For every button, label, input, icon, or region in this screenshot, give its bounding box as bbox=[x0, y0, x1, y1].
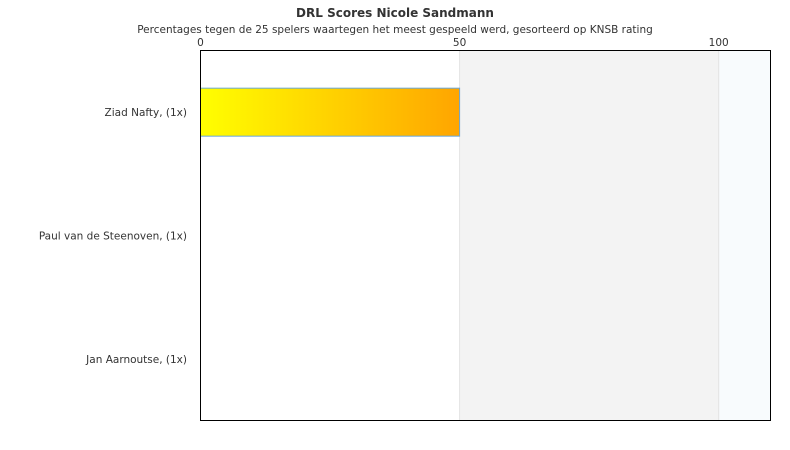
bar[interactable] bbox=[200, 87, 461, 137]
category-label: Ziad Nafty, (1x) bbox=[105, 107, 187, 119]
plot-band bbox=[459, 50, 719, 421]
category-label: Jan Aarnoutse, (1x) bbox=[85, 354, 187, 366]
plot-frame bbox=[200, 50, 771, 421]
x-tick-label: 100 bbox=[709, 37, 729, 49]
chart-title: DRL Scores Nicole Sandmann bbox=[296, 6, 494, 20]
plot-band bbox=[718, 50, 771, 421]
x-tick-label: 0 bbox=[197, 37, 204, 49]
category-label: Paul van de Steenoven, (1x) bbox=[39, 231, 187, 243]
chart-subtitle: Percentages tegen de 25 spelers waartege… bbox=[137, 24, 653, 36]
x-tick-label: 50 bbox=[453, 37, 466, 49]
